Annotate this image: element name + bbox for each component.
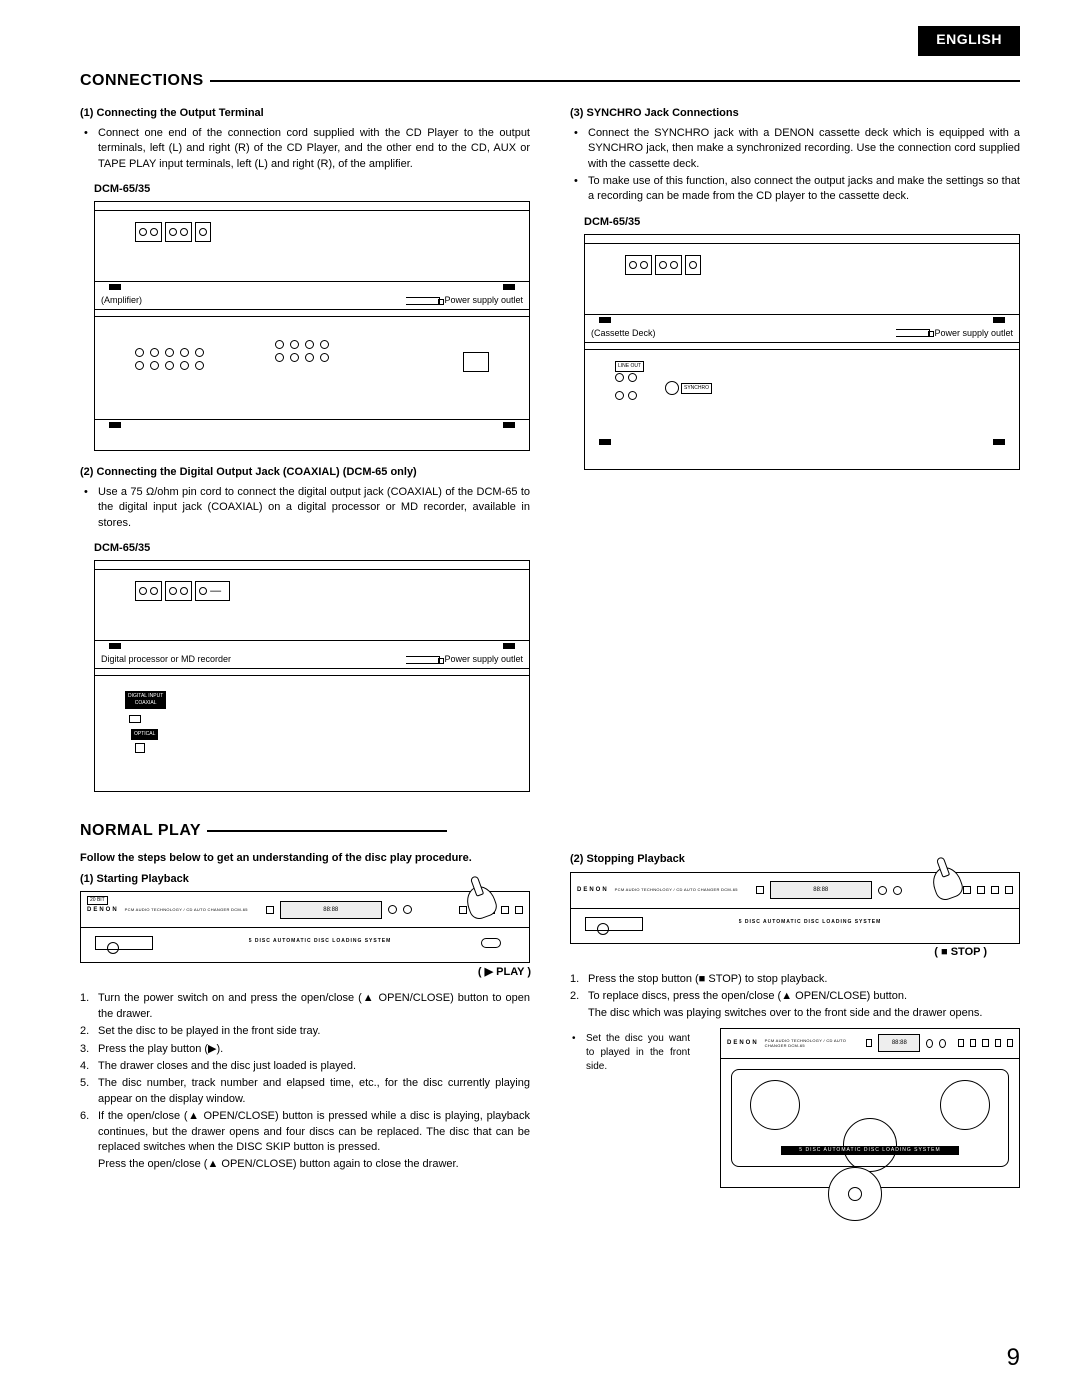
digital-input-label: DIGITAL INPUT COAXIAL: [125, 691, 166, 709]
start-step-2: 2.Set the disc to be played in the front…: [98, 1024, 530, 1039]
diagram3-left-label: (Cassette Deck): [591, 327, 656, 340]
diagram2-right-label: Power supply outlet: [444, 653, 523, 666]
optical-label: OPTICAL: [131, 729, 158, 740]
page-number: 9: [1007, 1341, 1020, 1375]
language-tab: ENGLISH: [918, 26, 1020, 56]
diagram3-right-label: Power supply outlet: [934, 327, 1013, 340]
stop-step2-trail: The disc which was playing switches over…: [588, 1006, 1020, 1021]
starting-heading: (1) Starting Playback: [80, 872, 530, 887]
sub1-bullet-1: Connect one end of the connection cord s…: [98, 126, 530, 172]
diagram-coaxial: — Digital processor or MD recorder Power…: [94, 560, 530, 792]
hand-pointer-icon: [467, 886, 501, 920]
start-step-4: 4.The drawer closes and the disc just lo…: [98, 1059, 530, 1074]
diagram1-left-label: (Amplifier): [101, 294, 142, 307]
stop-step-1: 1.Press the stop button (■ STOP) to stop…: [588, 972, 1020, 987]
power-plug-icon: [406, 656, 440, 664]
stopping-note: Set the disc you want to played in the f…: [586, 1032, 690, 1074]
sub1-heading: (1) Connecting the Output Terminal: [80, 106, 530, 121]
sub2-heading: (2) Connecting the Digital Output Jack (…: [80, 465, 530, 480]
stopping-heading: (2) Stopping Playback: [570, 852, 1020, 867]
sub2-bullet-1: Use a 75 Ω/ohm pin cord to connect the d…: [98, 485, 530, 531]
coax-out-icon: —: [195, 581, 230, 601]
cd-icon: [828, 1167, 882, 1221]
diagram-synchro: (Cassette Deck) Power supply outlet LINE…: [584, 234, 1020, 470]
start-steps-trail: Press the open/close (▲ OPEN/CLOSE) butt…: [98, 1157, 530, 1172]
normalplay-lead: Follow the steps below to get an underst…: [80, 851, 530, 866]
hand-pointer-icon: [933, 867, 967, 901]
section-connections-title: CONNECTIONS: [80, 70, 1020, 92]
start-step-5: 5.The disc number, track number and elap…: [98, 1076, 530, 1107]
sub3-heading: (3) SYNCHRO Jack Connections: [570, 106, 1020, 121]
sub3-bullet-1: Connect the SYNCHRO jack with a DENON ca…: [588, 126, 1020, 172]
remote-jack-icon: [165, 222, 192, 242]
brand-logo: DENON: [87, 906, 119, 914]
lineout-label: LINE OUT: [615, 361, 644, 372]
sub1-model: DCM-65/35: [94, 182, 530, 197]
section-normalplay-text: NORMAL PLAY: [80, 820, 201, 842]
model-text: PCM AUDIO TECHNOLOGY / CD AUTO CHANGER D…: [125, 907, 248, 913]
model-text: PCM AUDIO TECHNOLOGY / CD AUTO CHANGER D…: [615, 887, 738, 893]
lcd-icon: 88:88: [280, 901, 382, 919]
brand-logo: DENON: [577, 886, 609, 894]
sub3-bullet-2: To make use of this function, also conne…: [588, 174, 1020, 205]
loading-strip: 5 DISC AUTOMATIC DISC LOADING SYSTEM: [781, 1146, 960, 1155]
stop-step-2: 2.To replace discs, press the open/close…: [588, 989, 1020, 1004]
rule-line: [210, 80, 1020, 82]
diagram2-left-label: Digital processor or MD recorder: [101, 653, 231, 666]
rule-line: [207, 830, 447, 832]
start-step-3: 3.Press the play button (▶).: [98, 1042, 530, 1057]
diagram-output-terminal: (Amplifier) Power supply outlet: [94, 201, 530, 451]
brand-logo: DENON: [727, 1039, 759, 1047]
section-normalplay-title: NORMAL PLAY: [80, 820, 530, 842]
start-step-6: 6.If the open/close (▲ OPEN/CLOSE) butto…: [98, 1109, 530, 1155]
lineout-jack-icon: [135, 222, 162, 242]
frontpanel-stop: DENON PCM AUDIO TECHNOLOGY / CD AUTO CHA…: [570, 872, 1020, 944]
section-connections-text: CONNECTIONS: [80, 70, 204, 92]
badge-20bit: 20 BIT: [87, 896, 108, 905]
play-button-label: ( ▶ PLAY ): [478, 965, 531, 980]
model-text: PCM AUDIO TECHNOLOGY / CD AUTO CHANGER D…: [765, 1038, 850, 1049]
frontpanel-play: DENON PCM AUDIO TECHNOLOGY / CD AUTO CHA…: [80, 891, 530, 963]
sub3-model: DCM-65/35: [584, 215, 1020, 230]
power-plug-icon: [406, 297, 440, 305]
diagram1-right-label: Power supply outlet: [444, 294, 523, 307]
sub2-model: DCM-65/35: [94, 541, 530, 556]
loading-strip: 5 DISC AUTOMATIC DISC LOADING SYSTEM: [249, 938, 392, 944]
loading-strip: 5 DISC AUTOMATIC DISC LOADING SYSTEM: [739, 919, 882, 925]
synchro-label: SYNCHRO: [681, 383, 712, 394]
start-step-1: 1.Turn the power switch on and press the…: [98, 991, 530, 1022]
power-plug-icon: [896, 329, 930, 337]
synchro-jack-icon: [195, 222, 211, 242]
stop-button-label: ( ■ STOP ): [934, 945, 987, 960]
opentray-illustration: DENON PCM AUDIO TECHNOLOGY / CD AUTO CHA…: [720, 1028, 1020, 1188]
